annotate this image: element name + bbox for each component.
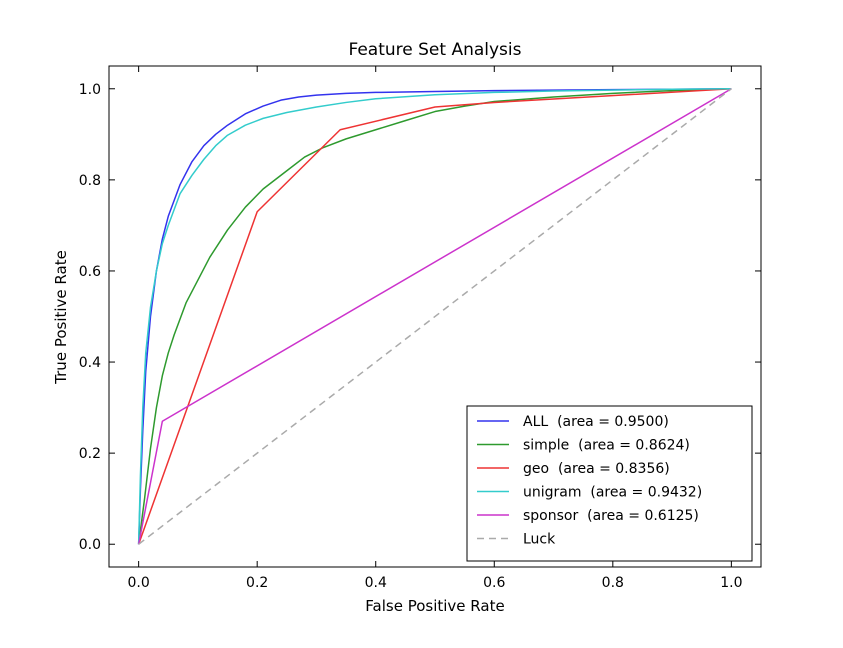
legend: ALL (area = 0.9500) simple (area = 0.8624…	[466, 405, 753, 562]
tick-layer: 0.0 0.2 0.4 0.6 0.8 1.0 0.0 0.2 0.4 0.6 0.8 1.0	[79, 66, 761, 591]
y-tick-label: 0.8	[79, 173, 101, 189]
series-line-4	[137, 88, 732, 545]
x-tick-label: 0.6	[483, 575, 505, 591]
y-tick-label: 0.4	[79, 355, 101, 371]
legend-label-2: geo (area = 0.8356)	[523, 461, 670, 477]
y-tick-label: 0.2	[79, 446, 101, 462]
series-line-5	[138, 88, 732, 545]
y-tick-label: 0.6	[79, 264, 101, 280]
series-line-2	[137, 88, 732, 545]
y-tick-label: 0.0	[79, 537, 101, 553]
series-line-0	[137, 88, 732, 545]
legend-label-3: unigram (area = 0.9432)	[523, 485, 702, 501]
x-axis-label: False Positive Rate	[365, 597, 504, 615]
chart-title: Feature Set Analysis	[348, 40, 521, 60]
legend-label-1: simple (area = 0.8624)	[523, 438, 690, 454]
legend-label-4: sponsor (area = 0.6125)	[523, 508, 699, 524]
series-line-3	[137, 88, 732, 545]
legend-label-5: Luck	[523, 532, 556, 548]
x-tick-label: 0.8	[602, 575, 624, 591]
y-tick-label: 1.0	[79, 82, 101, 98]
y-axis-label: True Positive Rate	[52, 250, 70, 385]
legend-box	[466, 405, 753, 562]
legend-label-0: ALL (area = 0.9500)	[523, 414, 669, 430]
series-layer	[137, 88, 732, 545]
x-tick-label: 0.4	[365, 575, 387, 591]
x-tick-label: 1.0	[720, 575, 742, 591]
x-tick-label: 0.2	[246, 575, 268, 591]
x-tick-label: 0.0	[128, 575, 150, 591]
